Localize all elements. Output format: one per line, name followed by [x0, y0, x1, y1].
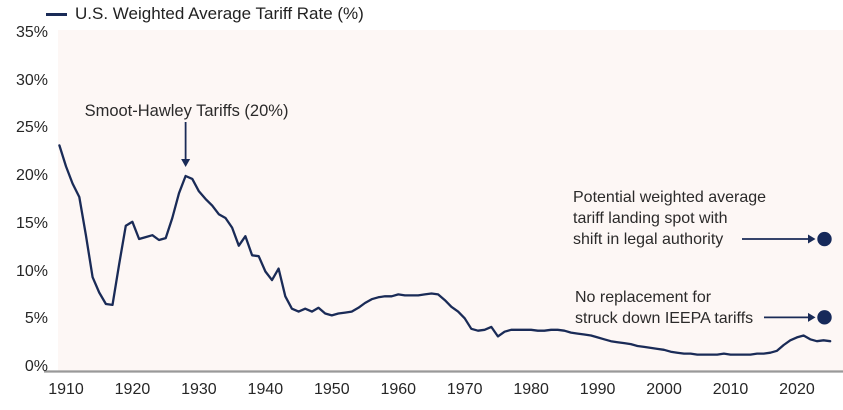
- x-tick-label: 1990: [579, 381, 616, 398]
- x-tick-label: 1910: [48, 381, 84, 398]
- annotation-line: shift in legal authority: [573, 231, 724, 248]
- landing-spot-arrowhead-icon: [808, 234, 816, 244]
- y-tick-label: 25%: [15, 119, 48, 137]
- y-tick-label: 30%: [15, 71, 48, 89]
- x-tick-label: 1940: [247, 381, 284, 398]
- annotation-line: Potential weighted average: [573, 189, 767, 206]
- annotation-ieepa: No replacement for struck down IEEPA tar…: [575, 287, 753, 329]
- y-tick-label: 10%: [15, 262, 48, 280]
- annotation-line: tariff landing spot with: [573, 210, 728, 227]
- x-tick-label: 2020: [779, 381, 815, 398]
- x-tick-label: 1980: [513, 381, 549, 398]
- y-tick-label: 35%: [15, 23, 48, 41]
- legend: U.S. Weighted Average Tariff Rate (%): [46, 4, 364, 24]
- x-tick-label: 1920: [114, 381, 151, 398]
- y-tick-label: 0%: [24, 358, 48, 375]
- x-tick-label: 1950: [314, 381, 350, 398]
- smoot-arrowhead-icon: [181, 159, 191, 167]
- annotation-line: No replacement for: [575, 289, 712, 306]
- x-tick-label: 1970: [446, 381, 483, 398]
- plot-area-background: [58, 30, 843, 371]
- x-tick-label: 2010: [712, 381, 749, 398]
- x-tick-label: 1960: [380, 381, 417, 398]
- x-axis: 1910 1920 1930 1940 1950 1960 1970 1980 1990 2000…: [0, 380, 843, 406]
- annotation-line: struck down IEEPA tariffs: [575, 310, 754, 327]
- annotation-landing-spot: Potential weighted average tariff landin…: [573, 187, 766, 250]
- y-tick-label: 5%: [24, 310, 48, 328]
- annotation-smoot-hawley: Smoot-Hawley Tariffs (20%): [84, 102, 289, 120]
- x-tick-label: 1930: [181, 381, 217, 398]
- y-tick-label: 15%: [15, 214, 48, 232]
- legend-line-marker-icon: [46, 12, 67, 16]
- landing-spot-dot: [817, 231, 832, 247]
- y-axis: 35% 30% 25% 20% 15% 10% 5% 0%: [0, 0, 48, 410]
- tariff-rate-line: [58, 144, 832, 356]
- ieepa-arrowhead-icon: [808, 312, 816, 322]
- ieepa-dot: [817, 310, 832, 325]
- y-tick-label: 20%: [15, 167, 48, 184]
- x-tick-label: 2000: [646, 381, 682, 398]
- legend-label: U.S. Weighted Average Tariff Rate (%): [75, 4, 364, 23]
